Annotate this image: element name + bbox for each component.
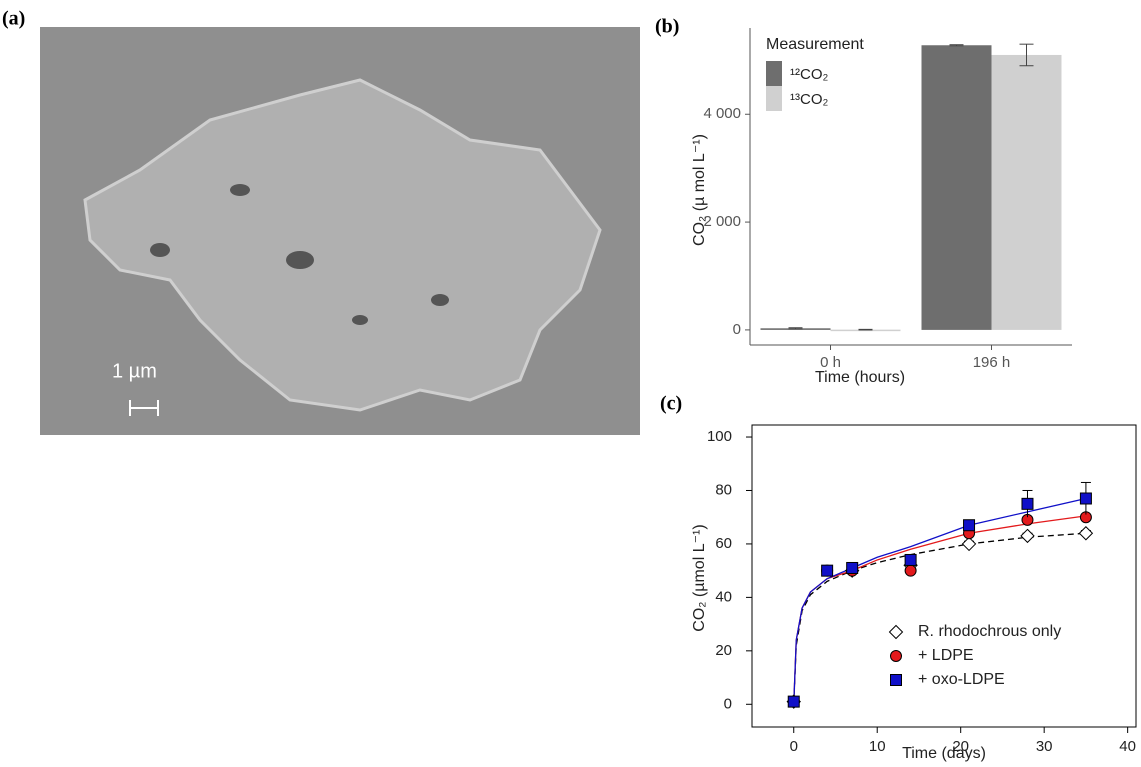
legend-swatch: [766, 86, 782, 111]
legend-label: + oxo-LDPE: [918, 671, 1005, 688]
legend-marker: [891, 651, 902, 662]
point: [847, 562, 858, 573]
bar: [992, 55, 1062, 330]
legend-label: ¹²CO₂: [790, 66, 828, 83]
point: [1080, 493, 1091, 504]
pore: [150, 243, 170, 257]
point: [1021, 529, 1034, 542]
y-tick-label: 4 000: [703, 105, 741, 122]
y-tick-label: 0: [733, 321, 741, 338]
point: [822, 565, 833, 576]
point: [964, 520, 975, 531]
y-tick-label: 0: [724, 695, 732, 712]
point: [1079, 527, 1092, 540]
legend-label: R. rhodochrous only: [918, 623, 1061, 640]
x-tick-label: 0: [790, 738, 798, 755]
point: [905, 565, 916, 576]
x-tick-label: 30: [1036, 738, 1053, 755]
y-axis-title: CO₂ (µmol L⁻¹): [691, 524, 708, 631]
scale-bar-label: 1 µm: [112, 360, 157, 382]
y-axis-title: CO₂ (µ mol L⁻¹): [691, 134, 708, 246]
y-tick-label: 2 000: [703, 213, 741, 230]
legend-marker: [891, 675, 902, 686]
y-tick-label: 100: [707, 428, 732, 445]
point: [963, 537, 976, 550]
x-tick-label: 40: [1119, 738, 1136, 755]
pore: [286, 251, 314, 269]
panel-label: (b): [655, 16, 679, 38]
figure: 1 µm (a) (b) (c) 02 0004 0000 h196 hMeas…: [0, 0, 1141, 767]
x-axis-title: Time (hours): [815, 369, 905, 386]
panel-label: (a): [2, 8, 25, 30]
y-tick-label: 20: [715, 642, 732, 659]
legend-swatch: [766, 61, 782, 86]
point: [788, 696, 799, 707]
y-tick-label: 80: [715, 481, 732, 498]
point: [1022, 498, 1033, 509]
point: [905, 554, 916, 565]
pore: [352, 315, 368, 325]
legend-title: Measurement: [766, 36, 864, 53]
bar: [922, 45, 992, 330]
legend-marker: [890, 626, 903, 639]
x-tick-label: 196 h: [973, 354, 1011, 371]
x-axis-title: Time (days): [902, 745, 986, 762]
y-tick-label: 40: [715, 588, 732, 605]
x-tick-label: 10: [869, 738, 886, 755]
sem-image: 1 µm: [40, 27, 640, 435]
pore: [431, 294, 449, 306]
panel-label: (c): [660, 393, 682, 415]
y-tick-label: 60: [715, 535, 732, 552]
pore: [230, 184, 250, 196]
legend-label: + LDPE: [918, 647, 974, 664]
legend-label: ¹³CO₂: [790, 91, 828, 108]
